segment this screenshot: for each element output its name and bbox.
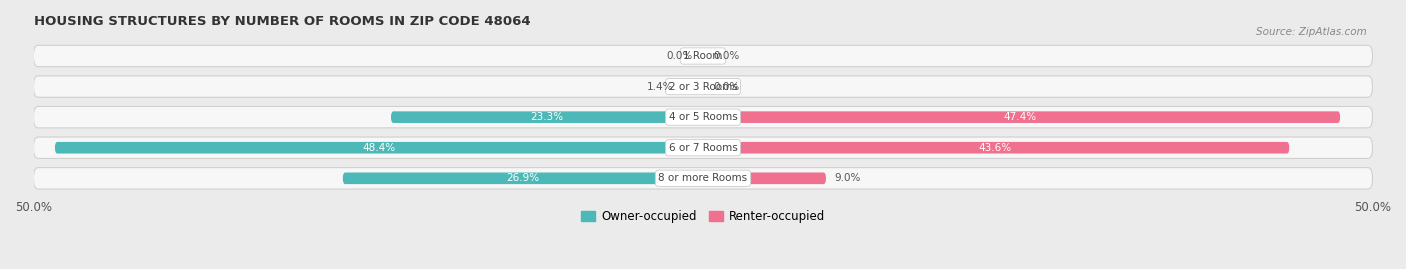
Legend: Owner-occupied, Renter-occupied: Owner-occupied, Renter-occupied	[576, 206, 830, 228]
Text: HOUSING STRUCTURES BY NUMBER OF ROOMS IN ZIP CODE 48064: HOUSING STRUCTURES BY NUMBER OF ROOMS IN…	[34, 15, 530, 28]
Text: Source: ZipAtlas.com: Source: ZipAtlas.com	[1256, 27, 1367, 37]
Text: 9.0%: 9.0%	[834, 173, 860, 183]
FancyBboxPatch shape	[34, 45, 1372, 67]
FancyBboxPatch shape	[34, 168, 1372, 189]
Text: 0.0%: 0.0%	[666, 51, 692, 61]
FancyBboxPatch shape	[703, 142, 1289, 154]
Text: 48.4%: 48.4%	[363, 143, 395, 153]
FancyBboxPatch shape	[685, 81, 706, 92]
Text: 4 or 5 Rooms: 4 or 5 Rooms	[669, 112, 737, 122]
FancyBboxPatch shape	[55, 142, 706, 154]
Text: 0.0%: 0.0%	[714, 51, 740, 61]
Text: 23.3%: 23.3%	[530, 112, 564, 122]
Text: 47.4%: 47.4%	[1004, 112, 1036, 122]
FancyBboxPatch shape	[703, 172, 825, 184]
Text: 1 Room: 1 Room	[683, 51, 723, 61]
Text: 26.9%: 26.9%	[506, 173, 540, 183]
FancyBboxPatch shape	[34, 76, 1372, 97]
FancyBboxPatch shape	[343, 172, 706, 184]
Text: 0.0%: 0.0%	[714, 82, 740, 91]
FancyBboxPatch shape	[34, 107, 1372, 128]
FancyBboxPatch shape	[703, 111, 1340, 123]
Text: 43.6%: 43.6%	[979, 143, 1011, 153]
FancyBboxPatch shape	[34, 137, 1372, 158]
Text: 1.4%: 1.4%	[647, 82, 673, 91]
Text: 8 or more Rooms: 8 or more Rooms	[658, 173, 748, 183]
Text: 6 or 7 Rooms: 6 or 7 Rooms	[669, 143, 737, 153]
FancyBboxPatch shape	[391, 111, 706, 123]
Text: 2 or 3 Rooms: 2 or 3 Rooms	[669, 82, 737, 91]
